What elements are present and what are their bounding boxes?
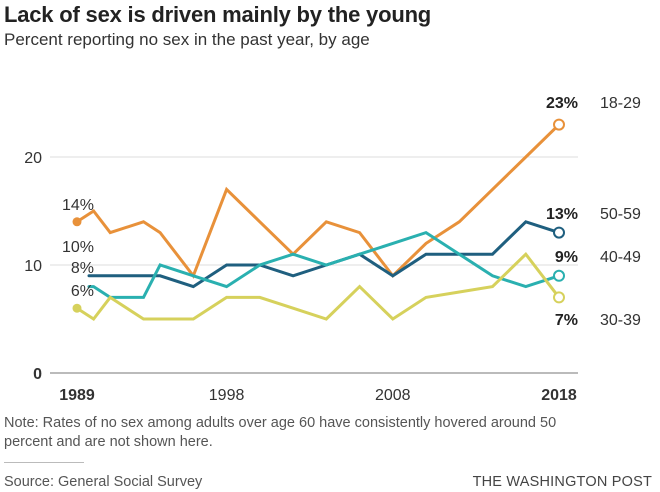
x-tick-label: 2008 [375,387,411,404]
y-axis-ticks: 0 10 20 [24,150,42,383]
line-chart: 0 10 20 1989 1998 2008 2018 14% 23% 18-29 10% 13%… [24,95,641,404]
series-labels: 14% 23% 18-29 10% 13% 50-59 8% 9% 40-49 6% 7% 30-39 [62,95,641,329]
chart-source: Source: General Social Survey [4,474,203,490]
start-value-label: 10% [62,239,94,256]
end-marker-30-39 [553,291,565,304]
chart-note: Note: Rates of no sex among adults over … [4,415,557,450]
chart-title: Lack of sex is driven mainly by the youn… [4,2,432,27]
series-line-50-59 [87,220,561,289]
x-axis-ticks: 1989 1998 2008 2018 [59,387,577,404]
end-value-label: 13% [546,206,578,223]
x-tick-label: 2018 [541,387,577,404]
y-tick-label: 20 [24,150,42,167]
start-value-label: 8% [71,260,94,277]
end-marker-40-49 [553,269,565,282]
x-tick-label: 1998 [209,387,245,404]
start-marker-18-29 [72,217,82,227]
series-markers [72,118,565,313]
series-name-label: 40-49 [600,249,641,266]
start-value-label: 6% [71,283,94,300]
footer-divider [4,462,84,463]
series-name-label: 18-29 [600,95,641,112]
end-value-label: 23% [546,95,578,112]
series-line-40-49 [87,230,561,299]
series-line-30-39 [75,251,561,322]
chart-subtitle: Percent reporting no sex in the past yea… [4,30,370,49]
start-marker-30-39 [72,303,82,313]
series-name-label: 30-39 [600,312,641,329]
series-name-label: 50-59 [600,206,641,223]
series-lines [75,123,561,322]
end-value-label: 9% [555,249,578,266]
y-tick-label: 0 [33,366,42,383]
gridlines [50,156,578,374]
y-tick-label: 10 [24,258,42,275]
end-marker-50-59 [553,226,565,239]
end-value-label: 7% [555,312,578,329]
x-tick-label: 1989 [59,387,95,404]
publisher-credit: THE WASHINGTON POST [472,474,652,490]
end-marker-18-29 [553,118,565,131]
start-value-label: 14% [62,197,94,214]
